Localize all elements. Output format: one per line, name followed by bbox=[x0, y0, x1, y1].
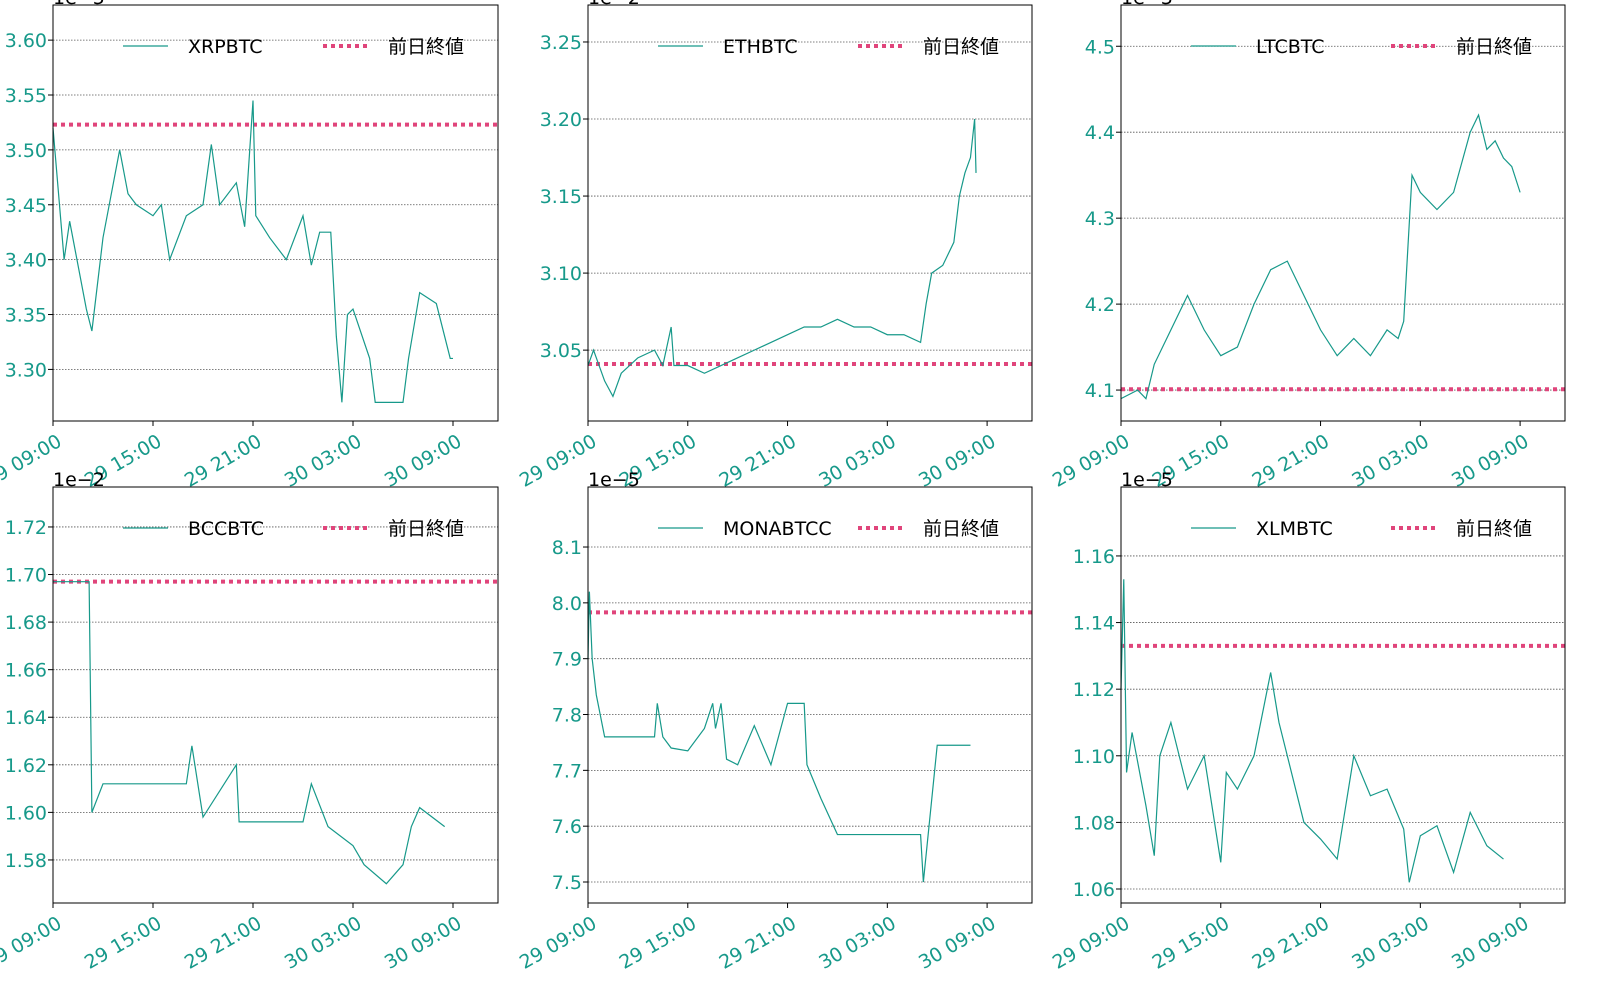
plot-frame bbox=[1120, 4, 1566, 422]
legend-label: 前日終値 bbox=[1456, 36, 1532, 58]
x-tick-label: 30 03:00 bbox=[815, 430, 900, 492]
plot-frame bbox=[52, 486, 499, 904]
x-tick-label: 30 09:00 bbox=[381, 430, 466, 492]
y-tick-label: 3.30 bbox=[5, 359, 47, 381]
y-tick-label: 3.15 bbox=[540, 186, 582, 208]
y-tick-label: 1.10 bbox=[1073, 746, 1115, 768]
y-tick-label: 3.55 bbox=[5, 85, 47, 107]
plot-frame bbox=[587, 4, 1033, 422]
y-tick-label: 8.0 bbox=[552, 593, 582, 615]
y-tick-label: 1.60 bbox=[5, 802, 47, 824]
x-tick-label: 30 03:00 bbox=[815, 912, 900, 974]
legend-label: XLMBTC bbox=[1256, 518, 1333, 540]
x-tick-label: 30 03:00 bbox=[1348, 430, 1433, 492]
legend-label: 前日終値 bbox=[923, 36, 999, 58]
y-tick-label: 1.14 bbox=[1073, 613, 1115, 635]
plot-frame bbox=[52, 4, 499, 422]
y-tick-label: 7.5 bbox=[552, 872, 582, 894]
legend-label: MONABTCC bbox=[723, 518, 832, 540]
y-offset-label: 1e−5 bbox=[588, 469, 640, 491]
y-tick-label: 1.70 bbox=[5, 565, 47, 587]
legend-label: LTCBTC bbox=[1256, 36, 1325, 58]
y-tick-label: 7.8 bbox=[552, 705, 582, 727]
y-tick-label: 7.9 bbox=[552, 649, 582, 671]
legend-label: BCCBTC bbox=[188, 518, 264, 540]
x-tick-label: 29 21:00 bbox=[1248, 430, 1333, 492]
x-tick-label: 29 09:00 bbox=[1049, 912, 1134, 974]
y-tick-label: 1.64 bbox=[5, 707, 47, 729]
data-line bbox=[53, 581, 446, 885]
y-tick-label: 7.6 bbox=[552, 816, 582, 838]
y-tick-label: 3.35 bbox=[5, 305, 47, 327]
y-tick-label: 4.5 bbox=[1085, 36, 1115, 58]
y-tick-label: 1.62 bbox=[5, 755, 47, 777]
legend-label: 前日終値 bbox=[388, 36, 464, 58]
data-line bbox=[587, 591, 971, 883]
panel: 1.06 1.08 1.10 1.12 1.14 1.16 29 09:00 29 15:00… bbox=[1049, 469, 1566, 974]
y-tick-label: 8.1 bbox=[552, 537, 582, 559]
y-tick-label: 4.4 bbox=[1085, 122, 1115, 144]
y-tick-label: 4.1 bbox=[1085, 380, 1115, 402]
x-tick-label: 29 09:00 bbox=[516, 912, 601, 974]
y-tick-label: 3.50 bbox=[5, 140, 47, 162]
x-tick-label: 30 09:00 bbox=[381, 912, 466, 974]
x-tick-label: 29 09:00 bbox=[0, 912, 65, 974]
data-line bbox=[1120, 113, 1521, 400]
y-tick-label: 4.2 bbox=[1085, 294, 1115, 316]
y-tick-label: 1.06 bbox=[1073, 879, 1115, 901]
data-line bbox=[52, 100, 453, 403]
y-tick-label: 1.68 bbox=[5, 612, 47, 634]
plot-frame bbox=[587, 486, 1033, 904]
y-tick-label: 3.20 bbox=[540, 109, 582, 131]
panel: 4.14.24.34.44.529 09:00 29 15:00 29 21:00 3… bbox=[1049, 0, 1566, 492]
x-tick-label: 29 21:00 bbox=[715, 912, 800, 974]
y-tick-label: 1.08 bbox=[1073, 812, 1115, 834]
x-tick-label: 29 21:00 bbox=[181, 430, 266, 492]
y-tick-label: 1.12 bbox=[1073, 679, 1115, 701]
legend-label: 前日終値 bbox=[923, 518, 999, 540]
x-tick-label: 30 03:00 bbox=[281, 430, 366, 492]
x-tick-label: 30 03:00 bbox=[281, 912, 366, 974]
data-line bbox=[587, 118, 977, 398]
legend-label: ETHBTC bbox=[723, 36, 798, 58]
x-tick-label: 29 21:00 bbox=[715, 430, 800, 492]
y-tick-label: 3.10 bbox=[540, 263, 582, 285]
data-line bbox=[1120, 579, 1504, 883]
y-tick-label: 3.05 bbox=[540, 340, 582, 362]
legend-label: 前日終値 bbox=[1456, 518, 1532, 540]
y-offset-label: 1e−5 bbox=[1121, 469, 1173, 491]
y-tick-label: 7.7 bbox=[552, 760, 582, 782]
x-tick-label: 30 09:00 bbox=[1448, 430, 1533, 492]
x-tick-label: 29 21:00 bbox=[181, 912, 266, 974]
x-tick-label: 30 09:00 bbox=[915, 430, 1000, 492]
y-tick-label: 3.45 bbox=[5, 195, 47, 217]
x-tick-label: 29 21:00 bbox=[1248, 912, 1333, 974]
panel: 1.58 1.60 1.62 1.64 1.66 1.68 1.70 1.72 29 09:00… bbox=[0, 469, 499, 974]
x-tick-label: 30 09:00 bbox=[915, 912, 1000, 974]
y-tick-label: 1.16 bbox=[1073, 546, 1115, 568]
legend-label: 前日終値 bbox=[388, 518, 464, 540]
x-tick-label: 30 03:00 bbox=[1348, 912, 1433, 974]
plot-frame bbox=[1120, 486, 1566, 904]
x-tick-label: 29 15:00 bbox=[1149, 912, 1234, 974]
legend-label: XRPBTC bbox=[188, 36, 262, 58]
y-tick-label: 1.66 bbox=[5, 660, 47, 682]
y-tick-label: 3.40 bbox=[5, 250, 47, 272]
x-tick-label: 29 15:00 bbox=[616, 912, 701, 974]
panel: 7.5 7.6 7.7 7.8 7.9 8.0 8.1 29 09:00 29 15:00 29 … bbox=[516, 469, 1033, 974]
x-tick-label: 30 09:00 bbox=[1448, 912, 1533, 974]
y-tick-label: 4.3 bbox=[1085, 208, 1115, 230]
y-tick-label: 1.72 bbox=[5, 517, 47, 539]
y-tick-label: 3.25 bbox=[540, 32, 582, 54]
y-tick-label: 3.60 bbox=[5, 30, 47, 52]
y-tick-label: 1.58 bbox=[5, 850, 47, 872]
y-offset-label: 1e−2 bbox=[53, 469, 105, 491]
x-tick-label: 29 15:00 bbox=[81, 912, 166, 974]
